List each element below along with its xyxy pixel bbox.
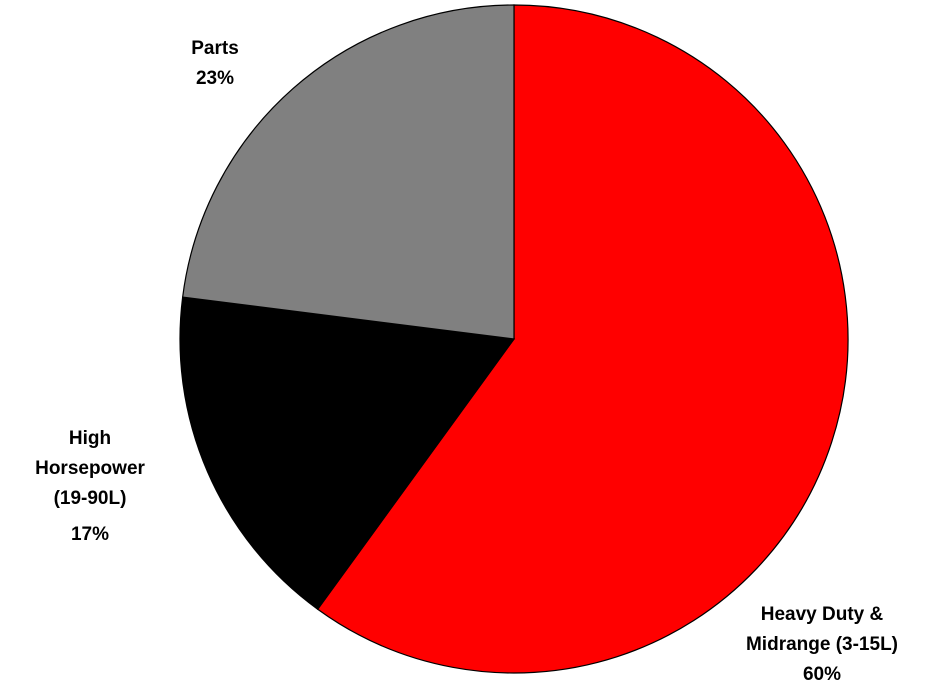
category-label: Heavy Duty & Midrange (3-15L) — [745, 604, 899, 655]
slice-label: Parts 23% — [155, 34, 275, 94]
slice-label: Heavy Duty & Midrange (3-15L) 60% — [732, 600, 912, 690]
pie-slice — [316, 4, 849, 674]
value-label: 60% — [802, 664, 842, 685]
category-label: Parts — [191, 38, 239, 59]
slice-label: High Horsepower (19-90L) 17% — [30, 424, 150, 550]
category-label: High Horsepower (19-90L) — [35, 428, 145, 509]
pie-slice — [181, 4, 515, 340]
pie-slice — [179, 296, 516, 611]
value-label: 17% — [70, 524, 110, 545]
value-label: 23% — [195, 68, 235, 89]
